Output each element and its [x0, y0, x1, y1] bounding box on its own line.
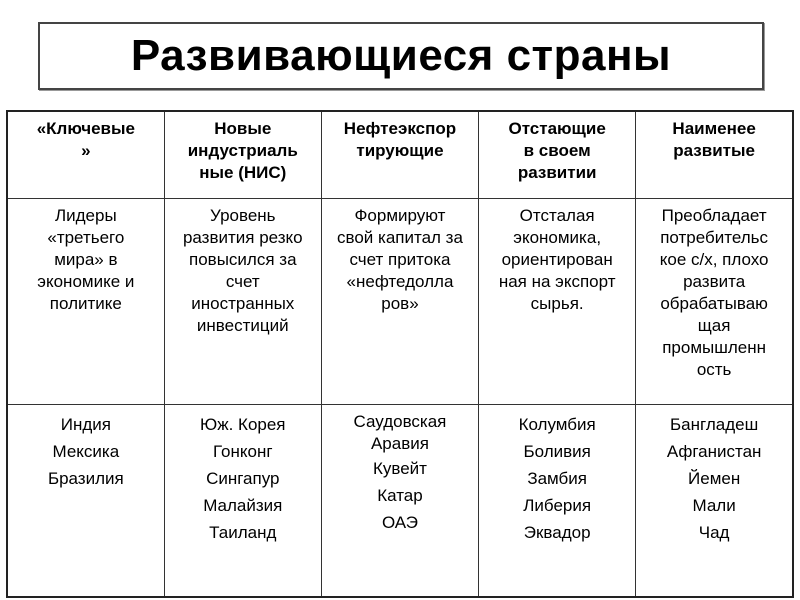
header-row: «Ключевые » Новые индустриаль ные (НИС) Нефте…: [6, 110, 794, 199]
description-cell-line: свой капитал за: [337, 228, 463, 247]
countries-cell-line: Афганистан: [666, 442, 762, 461]
header-cell-5: Наименее развитые: [635, 110, 794, 199]
header-cell-line: развитии: [517, 163, 597, 182]
countries-cell-line: Бангладеш: [670, 415, 759, 434]
countries-cell-line: Катар: [377, 486, 423, 505]
description-cell-1: Лидеры «третьего мира» в экономике и политик…: [6, 198, 165, 405]
countries-cell-line: Боливия: [523, 442, 591, 461]
countries-cell-4: Колумбия Боливия Замбия Либерия Эквадор: [478, 404, 637, 598]
header-cell-line: Новые: [214, 119, 272, 138]
description-cell-line: мира» в: [54, 250, 118, 269]
countries-cell-1: Индия Мексика Бразилия: [6, 404, 165, 598]
description-cell-line: инвестиций: [196, 316, 289, 335]
countries-cell-line: ОАЭ: [381, 513, 418, 532]
countries-cell-line: Либерия: [523, 496, 592, 515]
countries-cell-5: Бангладеш Афганистан Йемен Мали Чад: [635, 404, 794, 598]
header-cell-line: Нефтеэкспор: [343, 119, 457, 138]
countries-cell-line: Колумбия: [518, 415, 596, 434]
description-cell-line: ров»: [381, 294, 419, 313]
description-cell-line: сырья.: [530, 294, 584, 313]
description-cell-line: счет: [225, 272, 260, 291]
description-cell-line: иностранных: [191, 294, 295, 313]
description-cell-2: Уровень развития резко повысился за счет ино…: [163, 198, 322, 405]
description-cell-line: щая: [697, 316, 731, 335]
countries-cell-line: Малайзия: [203, 496, 283, 515]
countries-cell-line: Таиланд: [209, 523, 277, 542]
description-cell-line: потребительс: [660, 228, 769, 247]
header-cell-line: Наименее: [672, 119, 756, 138]
header-cell-line: »: [81, 141, 91, 160]
header-cell-4: Отстающие в своем развитии: [478, 110, 637, 199]
countries-cell-3: Саудовская Аравия Кувейт Катар ОАЭ: [320, 404, 480, 598]
description-cell-line: обрабатываю: [660, 294, 768, 313]
page-title: Развивающиеся страны: [130, 31, 672, 80]
header-cell-line: «Ключевые: [36, 119, 135, 138]
description-cell-line: ость: [696, 360, 732, 379]
description-cell-3: Формируют свой капитал за счет притока «неф…: [320, 198, 480, 405]
description-cell-line: экономика,: [513, 228, 602, 247]
description-cell-line: Формируют: [354, 206, 446, 225]
header-cell-line: развитые: [673, 141, 755, 160]
description-cell-line: промышленн: [662, 338, 767, 357]
description-cell-line: ориентирован: [501, 250, 613, 269]
countries-cell-line: Юж. Корея: [200, 415, 286, 434]
countries-cell-line: Гонконг: [212, 442, 273, 461]
title-box: Развивающиеся страны: [38, 22, 764, 90]
description-cell-line: Уровень: [210, 206, 276, 225]
countries-cell-2: Юж. Корея Гонконг Сингапур Малайзия Таиланд: [163, 404, 322, 598]
countries-cell-line: Йемен: [688, 469, 741, 488]
countries-cell-line: Эквадор: [523, 523, 591, 542]
description-cell-line: развития резко: [182, 228, 303, 247]
countries-cell-line: Сингапур: [206, 469, 280, 488]
header-cell-line: тирующие: [356, 141, 444, 160]
header-cell-line: Отстающие: [508, 119, 606, 138]
developing-countries-table: «Ключевые » Новые индустриаль ные (НИС) Нефте…: [6, 110, 794, 598]
header-cell-2: Новые индустриаль ные (НИС): [163, 110, 322, 199]
countries-cell-line: Бразилия: [47, 469, 124, 488]
description-cell-line: «нефтедолла: [346, 272, 454, 291]
description-cell-line: политике: [49, 294, 122, 313]
description-cell-line: повысился за: [189, 250, 297, 269]
description-cell-line: «третьего: [47, 228, 125, 247]
countries-cell-line: Замбия: [527, 469, 587, 488]
description-cell-line: Преобладает: [661, 206, 767, 225]
description-cell-line: ная на экспорт: [498, 272, 616, 291]
description-cell-4: Отсталая экономика, ориентирован ная на экс…: [478, 198, 637, 405]
countries-cell-line: Индия: [60, 415, 111, 434]
description-cell-line: развита: [683, 272, 746, 291]
header-cell-line: индустриаль: [187, 141, 298, 160]
header-cell-line: ные (НИС): [199, 163, 287, 182]
description-cell-line: экономике и: [37, 272, 135, 291]
description-cell-line: Отсталая: [519, 206, 595, 225]
countries-row: Индия Мексика Бразилия Юж. Корея Гонконг Синг…: [6, 404, 794, 598]
header-cell-3: Нефтеэкспор тирующие: [320, 110, 480, 199]
description-cell-5: Преобладает потребительс кое с/х, плохо раз…: [635, 198, 794, 405]
header-cell-1: «Ключевые »: [6, 110, 165, 199]
description-cell-line: счет притока: [349, 250, 451, 269]
countries-cell-line: Чад: [698, 523, 730, 542]
countries-cell-line: Саудовская Аравия: [353, 412, 447, 453]
countries-cell-line: Мали: [692, 496, 736, 515]
countries-cell-line: Мексика: [52, 442, 120, 461]
description-cell-line: кое с/х, плохо: [659, 250, 769, 269]
countries-cell-line: Кувейт: [372, 459, 427, 478]
description-cell-line: Лидеры: [54, 206, 117, 225]
header-cell-line: в своем: [523, 141, 591, 160]
description-row: Лидеры «третьего мира» в экономике и политик…: [6, 198, 794, 405]
